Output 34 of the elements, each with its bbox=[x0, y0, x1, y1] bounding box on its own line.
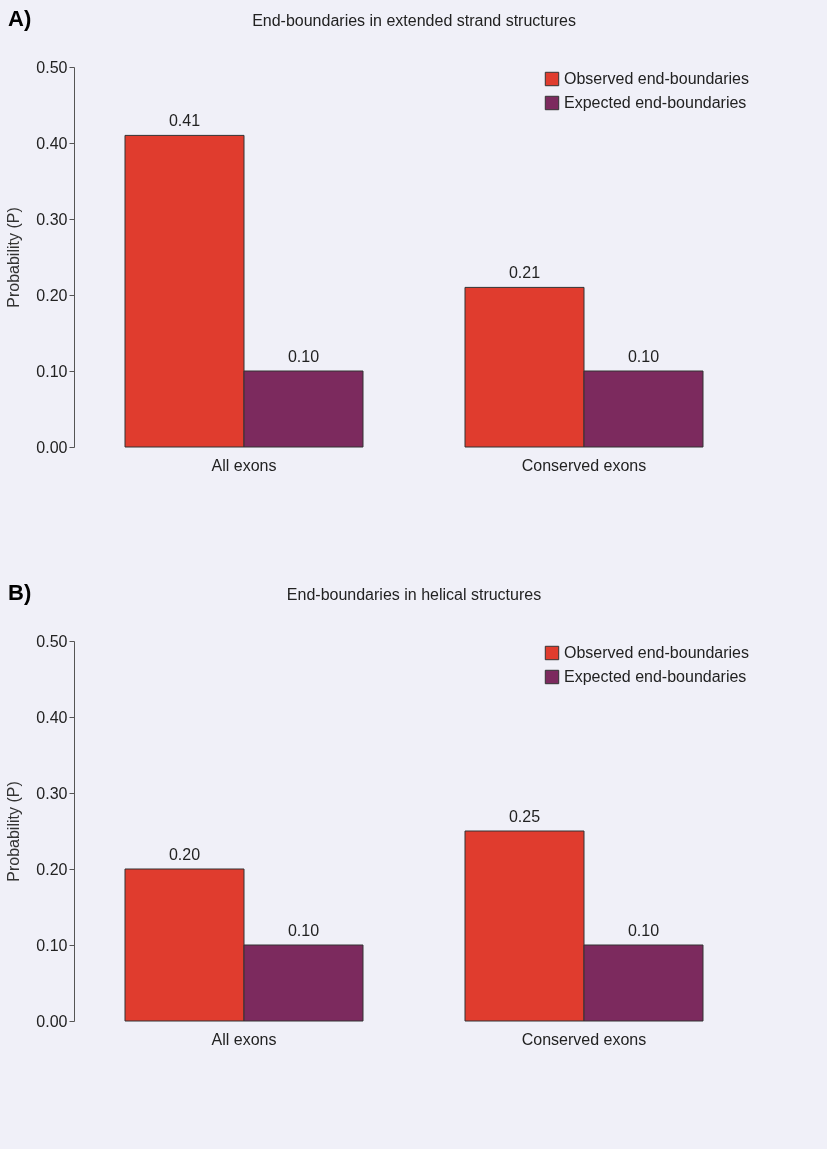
legend-label: Observed end-boundaries bbox=[564, 644, 750, 661]
y-tick-label: 0.30 bbox=[36, 784, 68, 802]
text: B) bbox=[8, 580, 32, 606]
legend-label: Observed end-boundaries bbox=[564, 70, 750, 87]
x-tick-label: All exons bbox=[211, 1030, 277, 1048]
chart-title: End-boundaries in extended strand structures bbox=[252, 12, 576, 29]
data-label: 0.20 bbox=[168, 846, 201, 863]
text: A) bbox=[8, 6, 32, 32]
data-label: 0.21 bbox=[508, 264, 541, 282]
chart-title: End-boundaries in helical structures bbox=[286, 586, 542, 603]
y-tick-label: 0.50 bbox=[36, 58, 68, 76]
data-label: 0.10 bbox=[627, 348, 660, 365]
data-label: 0.10 bbox=[627, 922, 660, 939]
y-axis-title: Probability (P) bbox=[5, 207, 23, 308]
y-tick-label: 0.00 bbox=[36, 438, 68, 456]
data-label: 0.25 bbox=[508, 808, 541, 825]
x-tick-label: All exons bbox=[211, 456, 277, 474]
legend-label: Expected end-boundaries bbox=[564, 94, 747, 111]
y-axis-title: Probability (P) bbox=[5, 781, 23, 882]
y-tick-label: 0.20 bbox=[36, 860, 68, 878]
y-tick-label: 0.30 bbox=[36, 210, 68, 228]
x-tick-label: Conserved exons bbox=[521, 456, 647, 474]
x-tick-label: Conserved exons bbox=[521, 1030, 647, 1048]
legend-label: Expected end-boundaries bbox=[564, 668, 747, 685]
y-tick-label: 0.50 bbox=[36, 632, 68, 650]
data-label: 0.10 bbox=[287, 348, 320, 365]
data-label: 0.10 bbox=[287, 922, 320, 939]
y-tick-label: 0.40 bbox=[36, 708, 68, 726]
y-tick-label: 0.10 bbox=[36, 362, 68, 380]
y-tick-label: 0.40 bbox=[36, 134, 68, 152]
y-tick-label: 0.10 bbox=[36, 936, 68, 954]
y-tick-label: 0.00 bbox=[36, 1012, 68, 1030]
data-label: 0.41 bbox=[168, 112, 201, 130]
y-tick-label: 0.20 bbox=[36, 286, 68, 304]
